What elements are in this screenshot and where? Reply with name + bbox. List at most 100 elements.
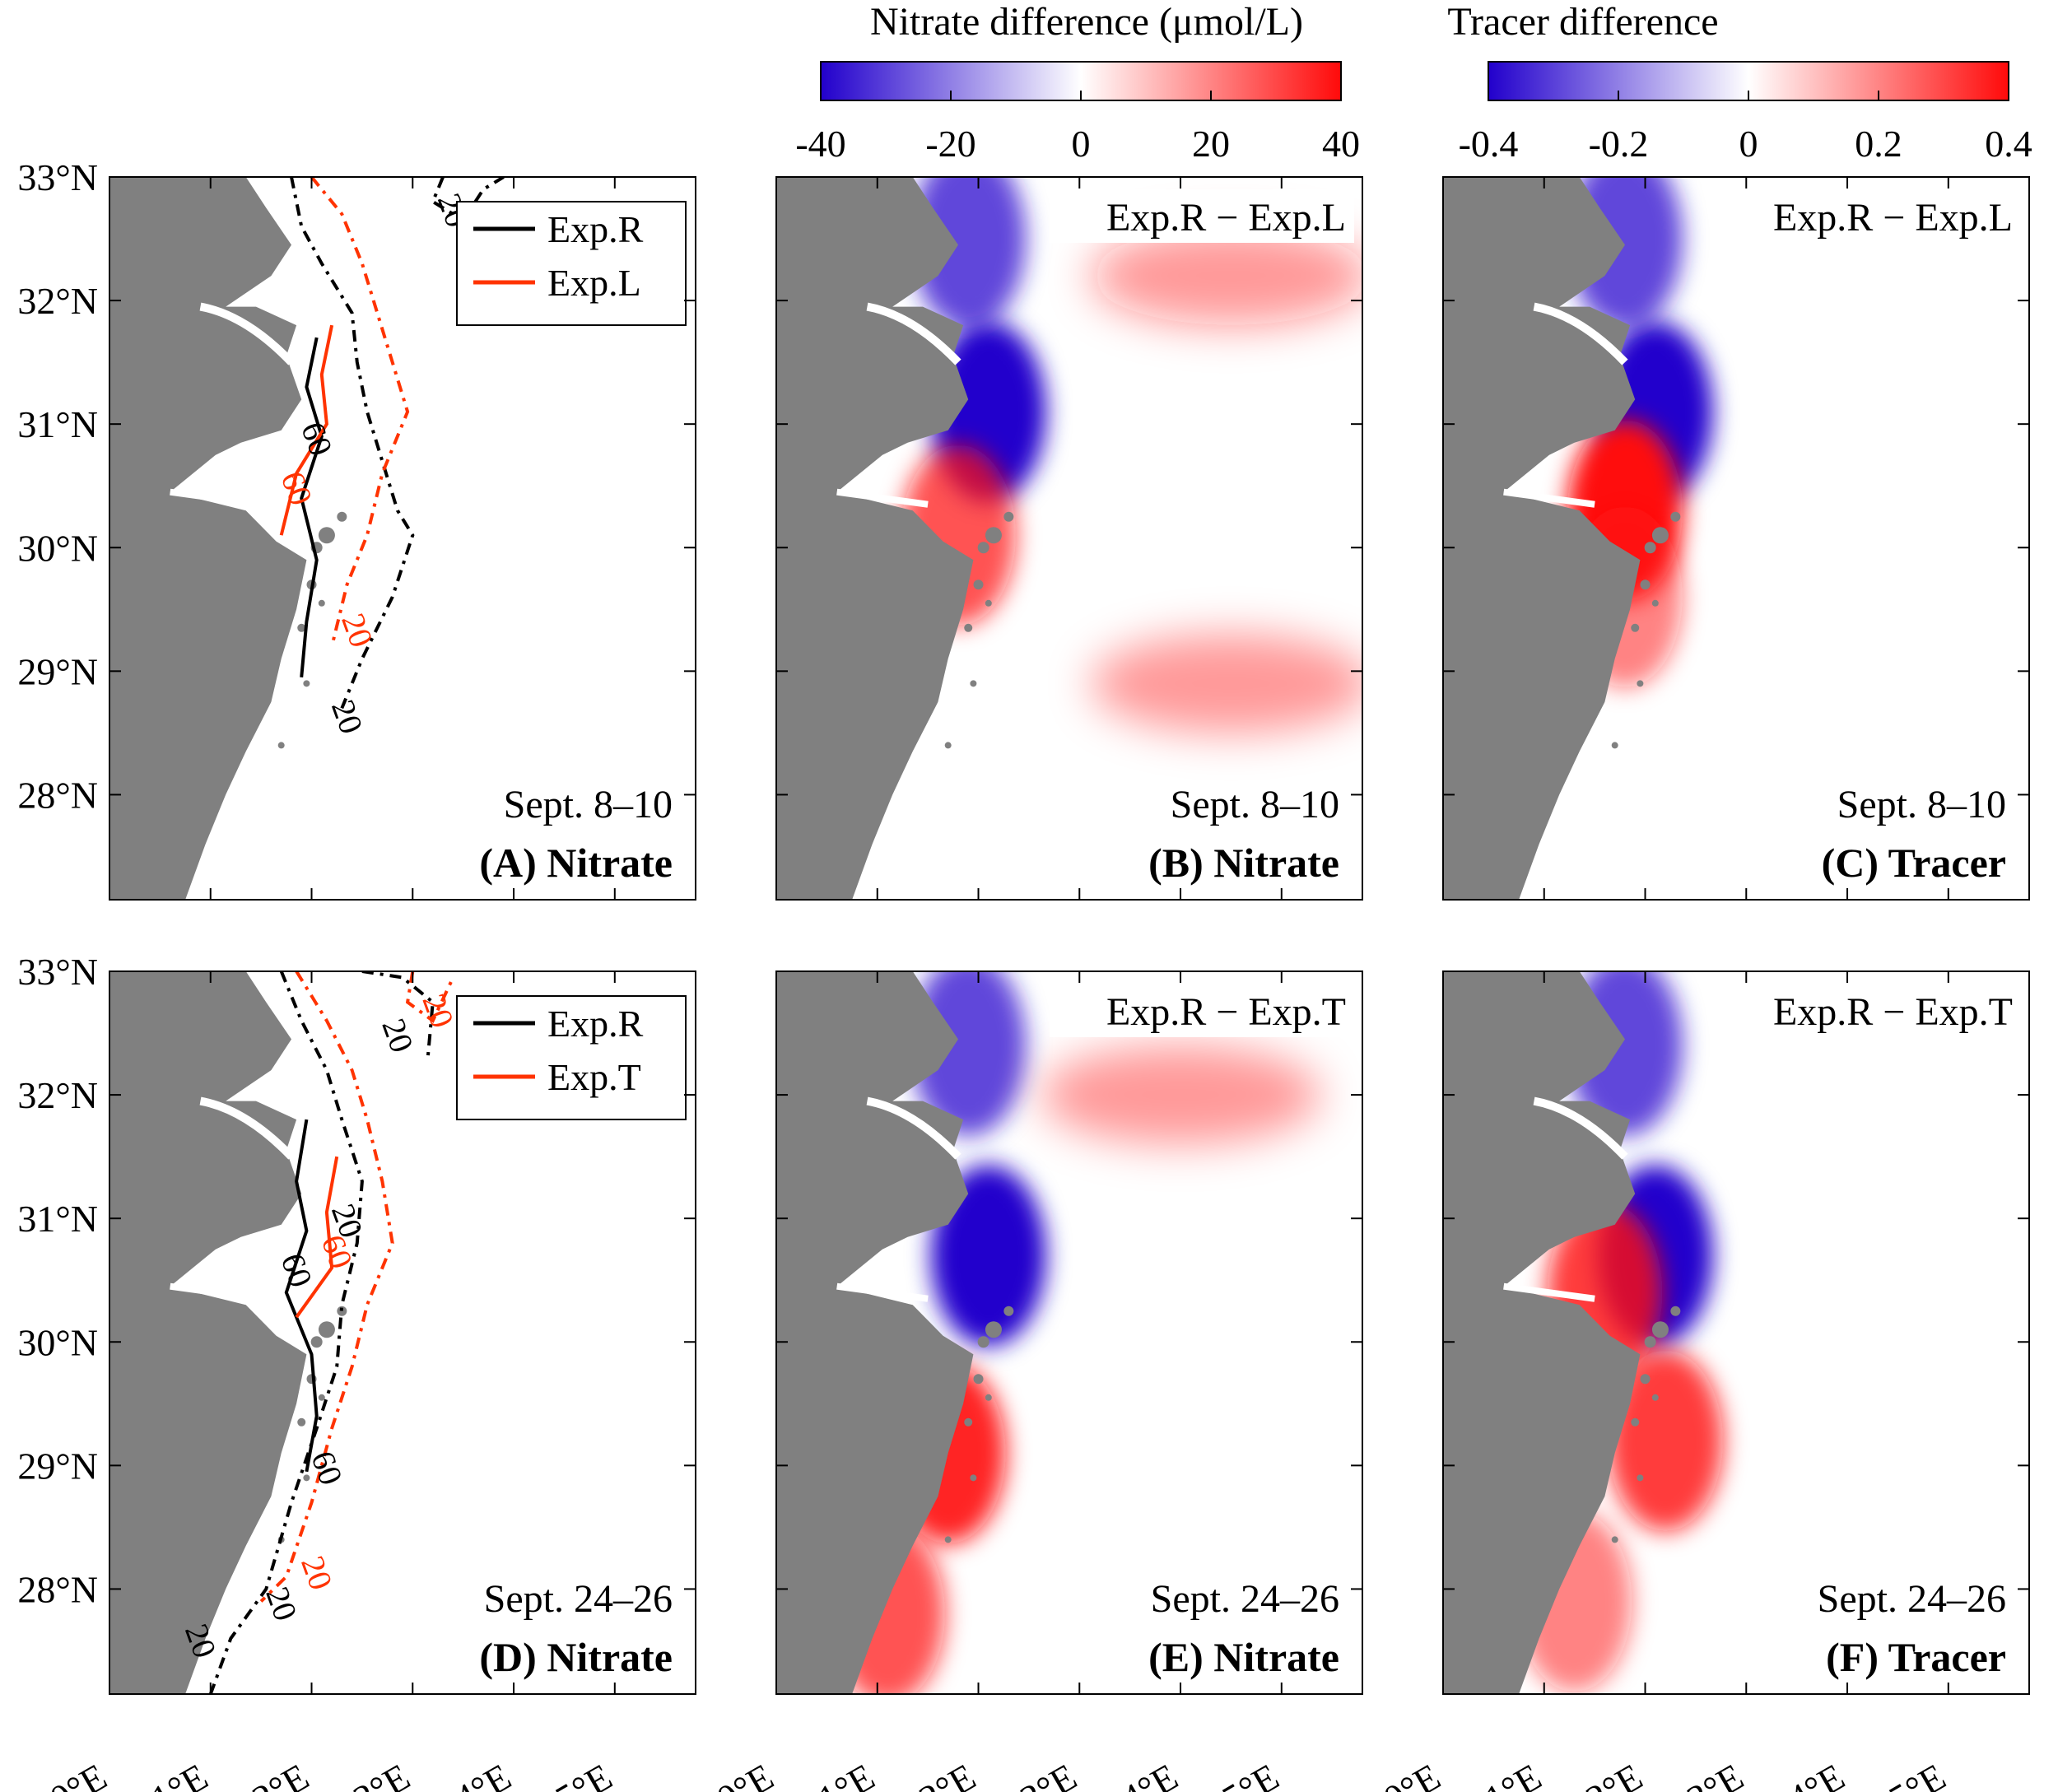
y-tick-label: 30°N bbox=[17, 1321, 98, 1363]
colorbar-tick-label: 40 bbox=[1322, 123, 1360, 165]
island bbox=[985, 1321, 1002, 1338]
legend-box bbox=[456, 995, 687, 1120]
x-tick-label: 122°E bbox=[1546, 1755, 1650, 1792]
bay-channel bbox=[170, 488, 262, 508]
legend-box bbox=[456, 201, 687, 326]
land-mass bbox=[109, 177, 307, 900]
y-tick-label: 33°N bbox=[17, 156, 98, 198]
y-tick-label: 29°N bbox=[17, 1445, 98, 1487]
heatmap-feature-negative bbox=[910, 177, 1027, 330]
y-tick-label: 28°N bbox=[17, 1568, 98, 1610]
contour-line bbox=[310, 177, 410, 647]
heatmap-feature-positive bbox=[1608, 1350, 1724, 1532]
colorbar-tick-label: -40 bbox=[795, 123, 845, 165]
x-tick-label: 123°E bbox=[314, 1755, 417, 1792]
colorbar-tick-label: 0.2 bbox=[1855, 123, 1902, 165]
panel-plot-area bbox=[1443, 177, 2029, 900]
nitrate-colorbar-ticks: -40 -20 0 20 40 bbox=[795, 91, 1360, 165]
tracer-colorbar-ticks: -0.4 -0.2 0 0.2 0.4 bbox=[1459, 91, 2032, 165]
difference-annotation: Exp.R − Exp.L bbox=[1773, 196, 2013, 240]
island bbox=[977, 542, 989, 554]
island bbox=[1651, 527, 1669, 544]
difference-annotation: Exp.R − Exp.T bbox=[1773, 990, 2013, 1034]
panel-plot-area bbox=[776, 177, 1362, 900]
contour-line bbox=[290, 177, 415, 710]
island bbox=[973, 579, 984, 590]
bay-channel bbox=[1503, 488, 1595, 508]
annotation-background bbox=[1050, 189, 1354, 243]
date-label: Sept. 24–26 bbox=[484, 1577, 673, 1621]
difference-annotation: Exp.R − Exp.L bbox=[1106, 196, 1346, 240]
colorbar-tick-label: -0.4 bbox=[1459, 123, 1519, 165]
island bbox=[1640, 1374, 1651, 1385]
island bbox=[973, 1374, 984, 1385]
contour-line bbox=[279, 324, 334, 536]
island bbox=[985, 599, 992, 607]
island bbox=[1611, 1536, 1618, 1543]
land-mass bbox=[1443, 177, 1641, 900]
y-tick-label: 33°N bbox=[17, 951, 98, 993]
panel-label: (A) Nitrate bbox=[479, 840, 673, 886]
panel-e: Exp.R − Exp.T Sept. 24–26 (E) Nitrate 120°E… bbox=[677, 970, 1363, 1792]
x-tick-label: 121°E bbox=[1445, 1755, 1548, 1792]
island bbox=[310, 1336, 323, 1348]
colorbar-tick-label: -0.2 bbox=[1589, 123, 1649, 165]
island bbox=[944, 742, 952, 749]
x-tick-label: 120°E bbox=[10, 1755, 114, 1792]
island bbox=[964, 1417, 973, 1427]
axes-frame bbox=[1442, 176, 2030, 901]
x-tick-label: 125°E bbox=[515, 1755, 619, 1792]
island bbox=[1637, 1474, 1644, 1482]
heatmap-feature-positive bbox=[1041, 1045, 1321, 1145]
x-tick-label: 121°E bbox=[778, 1755, 882, 1792]
x-tick-label: 124°E bbox=[415, 1755, 519, 1792]
contour-line bbox=[208, 971, 364, 1694]
island bbox=[1631, 623, 1640, 632]
contour-line bbox=[259, 971, 394, 1603]
date-label: Sept. 8–10 bbox=[1837, 783, 2006, 826]
river-channel bbox=[199, 1096, 295, 1160]
island bbox=[977, 1336, 989, 1348]
heatmap-feature-negative bbox=[930, 1165, 1046, 1347]
heatmap-feature-positive bbox=[1091, 226, 1362, 326]
tracer-colorbar: Tracer difference -0.4 -0.2 0 0.2 0.4 bbox=[1447, 0, 2032, 165]
island bbox=[318, 527, 335, 544]
x-tick-label: 120°E bbox=[677, 1755, 780, 1792]
bay-channel bbox=[1503, 1282, 1595, 1302]
island bbox=[337, 511, 347, 522]
bay-channel bbox=[836, 1282, 929, 1302]
island bbox=[337, 1306, 347, 1316]
x-tick-label: 124°E bbox=[1748, 1755, 1852, 1792]
date-label: Sept. 24–26 bbox=[1818, 1577, 2006, 1621]
difference-annotation: Exp.R − Exp.T bbox=[1106, 990, 1346, 1034]
island bbox=[1670, 511, 1681, 522]
island bbox=[318, 1321, 335, 1338]
island bbox=[303, 680, 310, 687]
island bbox=[1003, 511, 1014, 522]
river-channel bbox=[866, 302, 961, 365]
y-tick-label: 29°N bbox=[17, 650, 98, 692]
panel-b: Exp.R − Exp.L Sept. 8–10 (B) Nitrate bbox=[775, 176, 1363, 901]
date-label: Sept. 8–10 bbox=[504, 783, 673, 826]
island bbox=[964, 623, 973, 632]
colorbar-tick-label: 0 bbox=[1739, 123, 1758, 165]
island bbox=[318, 599, 325, 607]
contour-line bbox=[300, 337, 324, 677]
legend-entry: Exp.L bbox=[547, 262, 641, 304]
legend-entry: Exp.T bbox=[547, 1056, 641, 1098]
island bbox=[970, 680, 977, 687]
heatmap-feature-positive bbox=[1091, 634, 1362, 733]
y-tick-label: 32°N bbox=[17, 1074, 98, 1116]
colorbar-tick-label: 20 bbox=[1192, 123, 1230, 165]
island bbox=[1640, 579, 1651, 590]
panel-label: (E) Nitrate bbox=[1148, 1634, 1339, 1680]
island bbox=[970, 1474, 977, 1482]
nitrate-colorbar: Nitrate difference (μmol/L) -40 -20 0 20 40 bbox=[795, 0, 1360, 165]
panel-label: (D) Nitrate bbox=[479, 1634, 673, 1680]
annotation-background bbox=[1716, 189, 2021, 243]
panel-label: (F) Tracer bbox=[1826, 1634, 2006, 1680]
